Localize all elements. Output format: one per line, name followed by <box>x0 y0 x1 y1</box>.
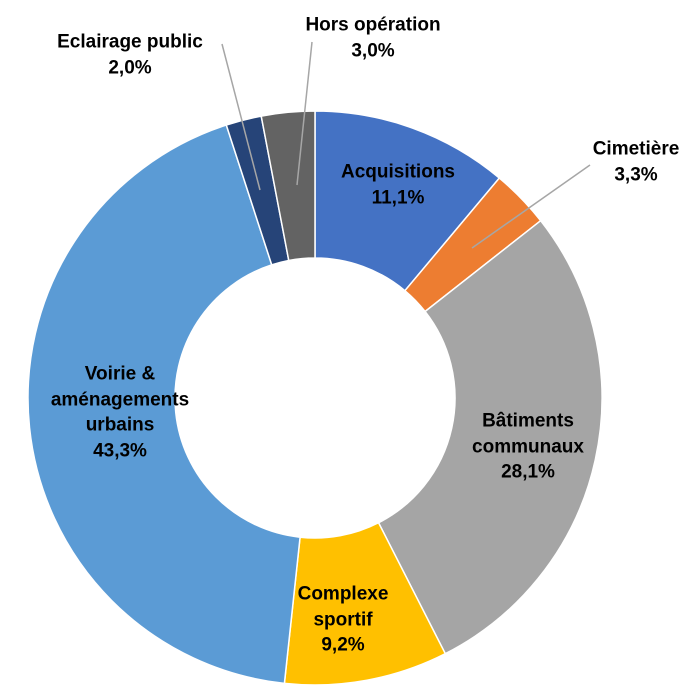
value-label: 28,1% <box>501 461 555 483</box>
category-label: Cimetière <box>592 138 680 160</box>
value-label: 3,3% <box>614 164 658 185</box>
category-label: Bâtiments communaux <box>472 410 584 458</box>
value-label: 9,2% <box>321 634 365 656</box>
slice-label: Complexe sportif 9,2% <box>288 582 398 659</box>
category-label: Acquisitions <box>340 161 455 183</box>
category-label: Eclairage public <box>57 31 203 53</box>
donut-slice <box>377 219 603 655</box>
category-label: Complexe sportif <box>297 583 389 631</box>
value-label: 2,0% <box>108 57 152 78</box>
slice-label: Eclairage public 2,0% <box>30 29 230 80</box>
donut-slice <box>27 124 301 685</box>
leader-line <box>471 164 591 249</box>
leader-line <box>296 41 313 186</box>
donut-slice <box>314 110 501 292</box>
slice-label: Hors opération 3,0% <box>273 12 473 63</box>
category-label: Voirie & aménagements urbains <box>50 363 190 436</box>
leader-line <box>221 43 261 191</box>
category-label: Hors opération <box>305 14 441 36</box>
value-label: 11,1% <box>371 187 425 208</box>
slice-label: Cimetière 3,3% <box>576 136 692 187</box>
slice-label: Bâtiments communaux 28,1% <box>456 409 601 486</box>
value-label: 43,3% <box>93 440 147 462</box>
slice-label: Voirie & aménagements urbains 43,3% <box>45 362 195 465</box>
value-label: 3,0% <box>351 40 395 61</box>
slice-label: Acquisitions 11,1% <box>318 159 478 210</box>
